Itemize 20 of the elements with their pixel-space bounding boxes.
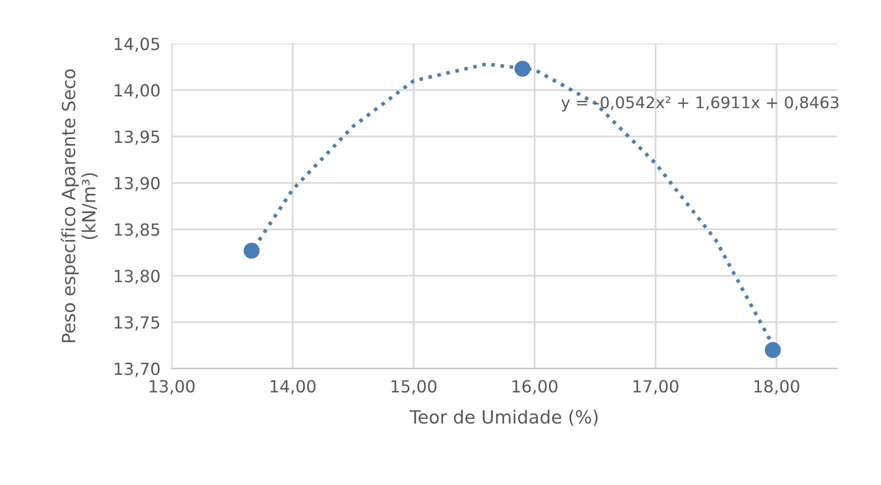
x-axis-title: Teor de Umidade (%) (410, 410, 598, 426)
y-axis-title: Peso específico Aparente Seco (kN/m³) (60, 69, 98, 342)
y-tick-label: 13,70 (114, 362, 160, 377)
x-tick-label: 15,00 (392, 380, 436, 394)
annotation: y = -0,0542x² + 1,6911x + 0,8463 (561, 96, 838, 112)
x-tick-label: 16,00 (512, 380, 558, 394)
y-tick-label: 13,85 (114, 223, 160, 238)
x-tick-label: 17,00 (634, 380, 678, 394)
y-tick-label: 13,90 (114, 176, 160, 192)
point (514, 60, 530, 77)
x-tick-label: 14,00 (270, 380, 316, 394)
point (764, 342, 781, 358)
y-tick-label: 14,00 (114, 84, 160, 98)
y-tick-label: 13,95 (114, 130, 160, 145)
point (244, 242, 260, 259)
x-tick-label: 13,00 (150, 380, 195, 394)
y-tick-label: 13,75 (114, 316, 160, 330)
x-tick-label: 18,00 (754, 380, 800, 394)
y-tick-label: 14,05 (114, 38, 160, 52)
y-tick-label: 13,80 (114, 270, 160, 284)
